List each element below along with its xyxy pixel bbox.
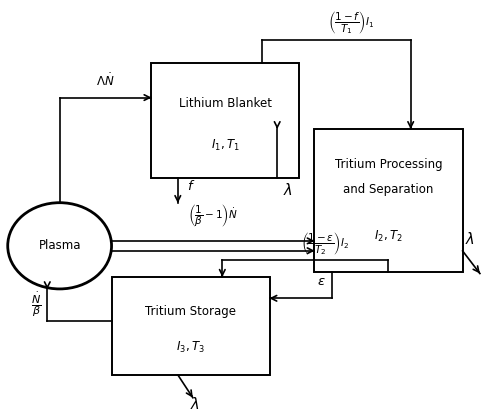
Text: $\dfrac{\dot{N}}{\beta}$: $\dfrac{\dot{N}}{\beta}$ [31, 290, 42, 319]
Text: $\left(\dfrac{1-f}{T_1}\right)I_1$: $\left(\dfrac{1-f}{T_1}\right)I_1$ [328, 9, 374, 36]
Bar [151, 63, 300, 178]
Bar [112, 277, 270, 375]
Text: Tritium Storage: Tritium Storage [145, 305, 236, 318]
Bar [314, 129, 462, 272]
Text: $\Lambda\dot{N}$: $\Lambda\dot{N}$ [96, 72, 114, 88]
Text: $\lambda$: $\lambda$ [465, 231, 475, 247]
Text: $I_2, T_2$: $I_2, T_2$ [374, 229, 403, 244]
Text: $\lambda$: $\lambda$ [190, 396, 200, 412]
Text: $f$: $f$ [186, 179, 195, 193]
Text: Lithium Blanket: Lithium Blanket [179, 97, 272, 110]
Text: $I_1, T_1$: $I_1, T_1$ [211, 138, 240, 153]
Text: $\left(\dfrac{1-\epsilon}{T_2}\right)I_2$: $\left(\dfrac{1-\epsilon}{T_2}\right)I_2… [301, 230, 350, 257]
Text: Tritium Processing: Tritium Processing [334, 158, 442, 171]
Text: $\left(\dfrac{1}{\beta}-1\right)\dot{N}$: $\left(\dfrac{1}{\beta}-1\right)\dot{N}$ [188, 202, 238, 229]
Text: and Separation: and Separation [344, 183, 434, 196]
Circle shape [8, 203, 112, 289]
Text: $I_3, T_3$: $I_3, T_3$ [176, 340, 205, 355]
Text: Plasma: Plasma [38, 239, 81, 252]
Text: $\lambda$: $\lambda$ [283, 182, 293, 198]
Text: $\epsilon$: $\epsilon$ [318, 274, 326, 287]
